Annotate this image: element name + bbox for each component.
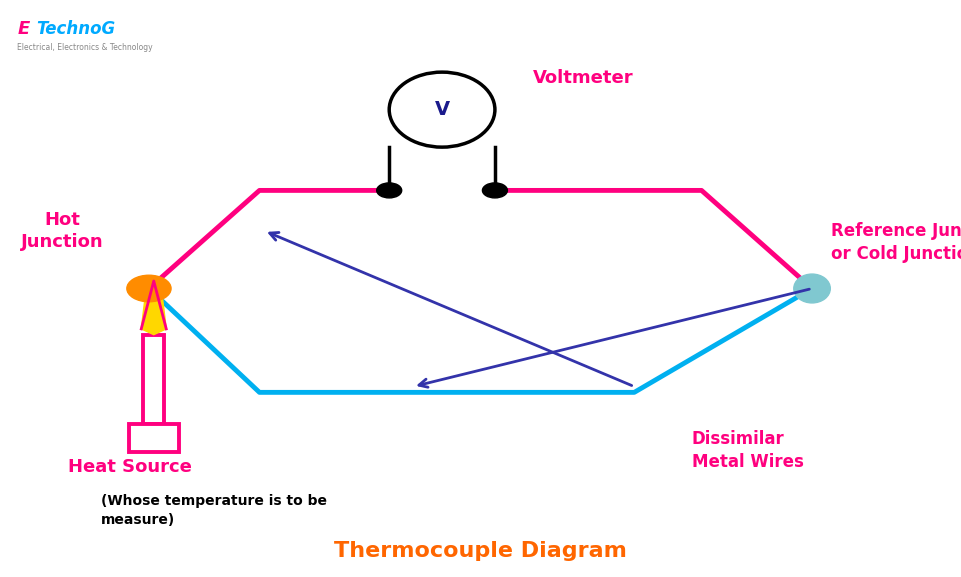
Text: Hot
Junction: Hot Junction [21,211,104,251]
Polygon shape [141,286,166,335]
Circle shape [377,183,402,198]
FancyBboxPatch shape [143,335,164,424]
Text: V: V [434,100,450,119]
Text: Voltmeter: Voltmeter [533,69,634,87]
Text: TechnoG: TechnoG [37,20,115,38]
FancyBboxPatch shape [129,424,179,452]
Ellipse shape [389,72,495,147]
Text: Heat Source: Heat Source [68,458,191,477]
Text: Dissimilar
Metal Wires: Dissimilar Metal Wires [692,430,803,471]
Circle shape [482,183,507,198]
Text: Electrical, Electronics & Technology: Electrical, Electronics & Technology [17,43,153,53]
Text: (Whose temperature is to be
measure): (Whose temperature is to be measure) [101,494,327,527]
Circle shape [127,275,171,302]
Text: E: E [17,20,30,38]
Text: Reference Junction
or Cold Junction: Reference Junction or Cold Junction [831,222,961,263]
Text: Thermocouple Diagram: Thermocouple Diagram [334,541,627,561]
Ellipse shape [794,274,830,303]
